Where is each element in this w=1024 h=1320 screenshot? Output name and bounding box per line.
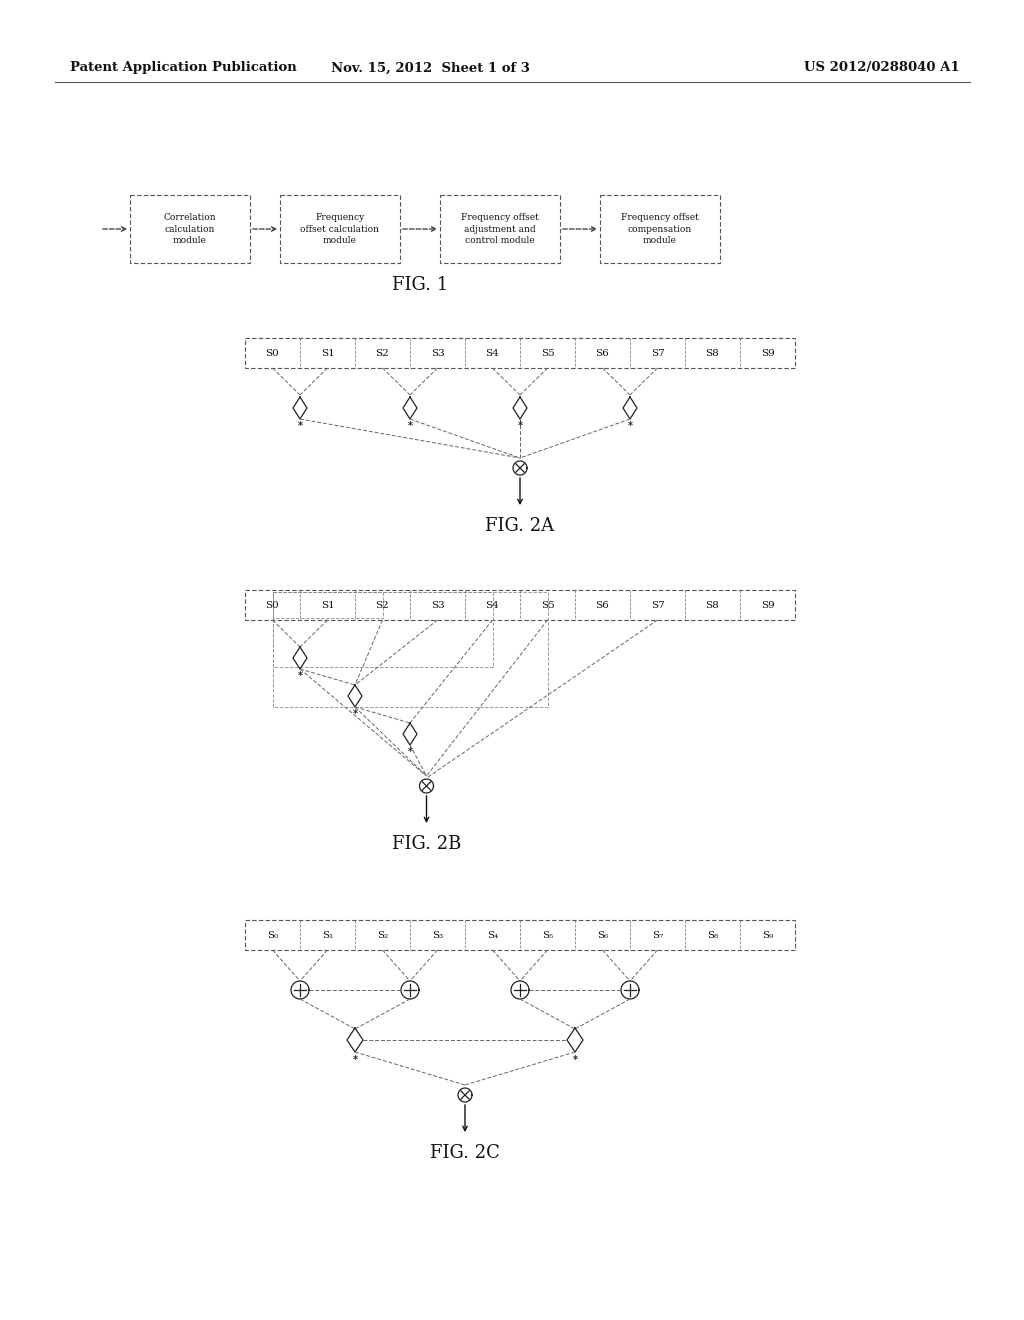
Bar xyxy=(245,338,795,368)
Text: US 2012/0288040 A1: US 2012/0288040 A1 xyxy=(805,62,961,74)
Bar xyxy=(130,195,250,263)
Text: S₅: S₅ xyxy=(542,931,553,940)
Text: *: * xyxy=(628,421,633,432)
Text: S5: S5 xyxy=(541,601,554,610)
Text: S2: S2 xyxy=(376,348,389,358)
Text: S₀: S₀ xyxy=(267,931,279,940)
Text: S0: S0 xyxy=(265,601,280,610)
Bar xyxy=(280,195,400,263)
Text: S₂: S₂ xyxy=(377,931,388,940)
Text: S7: S7 xyxy=(650,601,665,610)
Text: S₄: S₄ xyxy=(486,931,498,940)
Text: S₈: S₈ xyxy=(707,931,718,940)
Text: S5: S5 xyxy=(541,348,554,358)
Bar xyxy=(600,195,720,263)
Text: S1: S1 xyxy=(321,348,335,358)
Text: FIG. 2A: FIG. 2A xyxy=(485,517,555,535)
Text: S9: S9 xyxy=(761,348,774,358)
Text: Patent Application Publication: Patent Application Publication xyxy=(70,62,297,74)
Text: *: * xyxy=(352,1055,357,1065)
Text: S6: S6 xyxy=(596,601,609,610)
Text: Frequency offset
compensation
module: Frequency offset compensation module xyxy=(622,213,699,246)
Text: S₇: S₇ xyxy=(652,931,664,940)
Text: S₁: S₁ xyxy=(322,931,333,940)
Text: *: * xyxy=(352,709,357,719)
Text: S4: S4 xyxy=(485,348,500,358)
Text: Correlation
calculation
module: Correlation calculation module xyxy=(164,213,216,246)
Text: S₆: S₆ xyxy=(597,931,608,940)
Text: S7: S7 xyxy=(650,348,665,358)
Bar xyxy=(245,920,795,950)
Text: FIG. 2C: FIG. 2C xyxy=(430,1144,500,1162)
Text: FIG. 2B: FIG. 2B xyxy=(392,836,461,853)
Bar xyxy=(245,590,795,620)
Text: S9: S9 xyxy=(761,601,774,610)
Bar xyxy=(440,195,560,263)
Text: S8: S8 xyxy=(706,601,720,610)
Text: *: * xyxy=(517,421,522,432)
Text: S4: S4 xyxy=(485,601,500,610)
Bar xyxy=(272,591,493,667)
Bar xyxy=(272,591,383,618)
Text: S₉: S₉ xyxy=(762,931,773,940)
Bar xyxy=(272,591,548,708)
Text: S1: S1 xyxy=(321,601,335,610)
Text: FIG. 1: FIG. 1 xyxy=(392,276,449,294)
Text: *: * xyxy=(408,421,413,432)
Text: S8: S8 xyxy=(706,348,720,358)
Text: *: * xyxy=(408,747,413,756)
Text: S3: S3 xyxy=(431,601,444,610)
Text: S₃: S₃ xyxy=(432,931,443,940)
Text: *: * xyxy=(298,671,302,681)
Text: Frequency
offset calculation
module: Frequency offset calculation module xyxy=(300,213,380,246)
Text: S3: S3 xyxy=(431,348,444,358)
Text: *: * xyxy=(298,421,302,432)
Text: Nov. 15, 2012  Sheet 1 of 3: Nov. 15, 2012 Sheet 1 of 3 xyxy=(331,62,529,74)
Text: *: * xyxy=(572,1055,578,1065)
Text: S2: S2 xyxy=(376,601,389,610)
Text: S6: S6 xyxy=(596,348,609,358)
Text: Frequency offset
adjustment and
control module: Frequency offset adjustment and control … xyxy=(461,213,539,246)
Text: S0: S0 xyxy=(265,348,280,358)
